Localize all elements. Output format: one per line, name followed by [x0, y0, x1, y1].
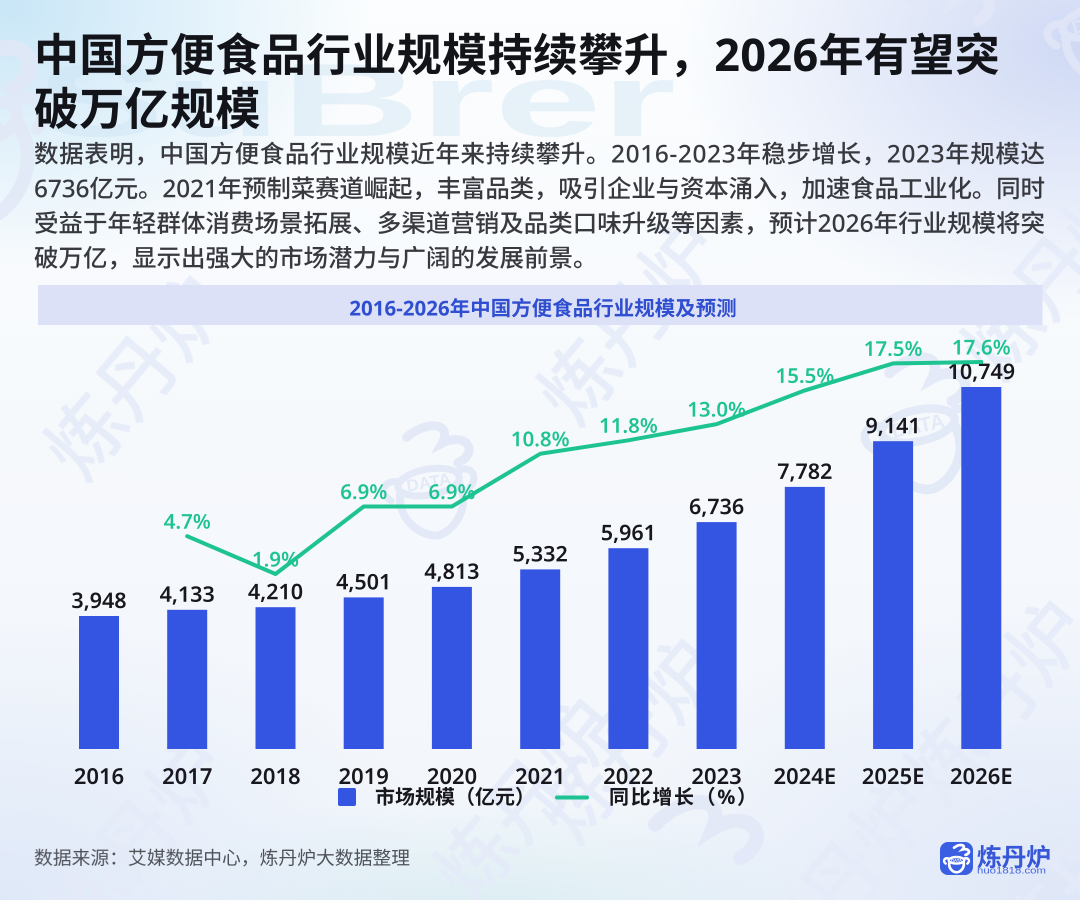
svg-text:DATA: DATA [951, 858, 962, 863]
svg-text:huo1818.com: huo1818.com [977, 866, 1046, 876]
